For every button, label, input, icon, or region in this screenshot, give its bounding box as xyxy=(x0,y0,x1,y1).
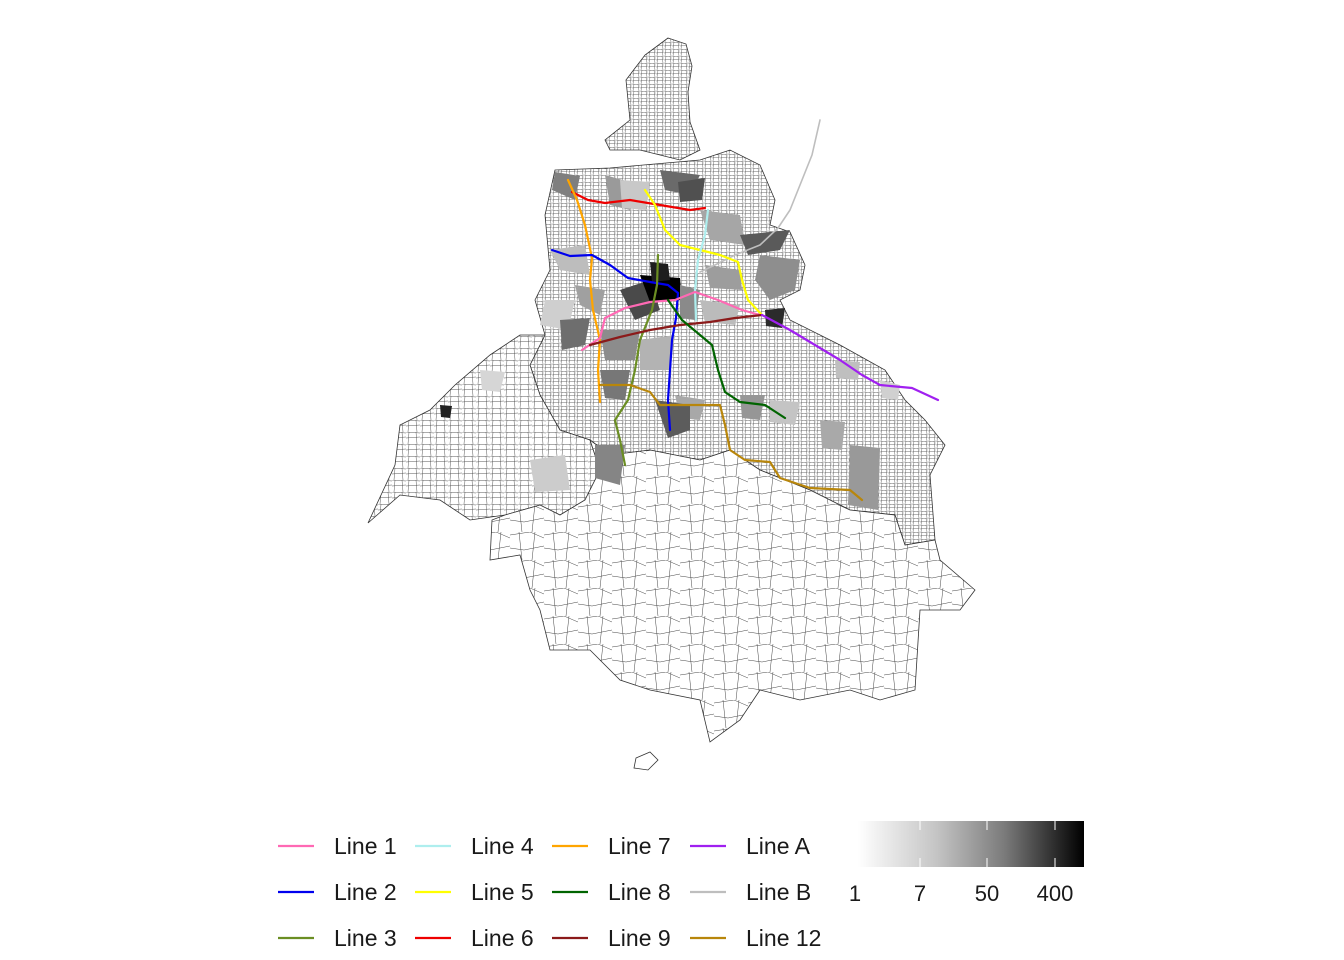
scale-label: 400 xyxy=(1037,881,1074,906)
metro-lines xyxy=(550,119,940,502)
scale-label: 50 xyxy=(975,881,999,906)
legend-item: Line 7 xyxy=(552,833,671,859)
legend-item: Line 8 xyxy=(552,879,671,905)
metro-line-a xyxy=(760,313,940,402)
metro-line-9 xyxy=(588,313,764,347)
legend-label: Line A xyxy=(746,833,811,859)
tract xyxy=(480,370,505,392)
tract xyxy=(765,308,785,328)
tract xyxy=(650,262,670,282)
tract xyxy=(740,395,765,420)
tract xyxy=(600,330,640,360)
metro-line-3 xyxy=(613,253,660,467)
color-scale: 1 7 50 400 xyxy=(849,821,1084,906)
tract xyxy=(655,400,690,438)
color-scale-bar xyxy=(858,821,1084,867)
tract xyxy=(560,318,590,350)
tract xyxy=(700,210,745,245)
tract xyxy=(755,255,800,300)
metro-line-1 xyxy=(580,290,762,352)
tract xyxy=(530,455,570,492)
legend-label: Line 1 xyxy=(334,833,397,859)
legend-item: Line 2 xyxy=(278,879,397,905)
legend-label: Line B xyxy=(746,879,811,905)
legend-item: Line B xyxy=(690,879,811,905)
tract xyxy=(770,400,800,425)
north-district xyxy=(604,37,701,161)
legend-lines: Line 1 Line 2 Line 3 Line 4 Line 5 Line 6 Line… xyxy=(278,833,821,951)
legend-label: Line 8 xyxy=(608,879,671,905)
tract xyxy=(640,335,675,370)
legend-item: Line 9 xyxy=(552,925,671,951)
metro-line-12 xyxy=(598,383,864,502)
color-scale-labels: 1 7 50 400 xyxy=(849,881,1073,906)
south-central-district xyxy=(489,438,976,743)
legend-item: Line 5 xyxy=(415,879,534,905)
legend-label: Line 12 xyxy=(746,925,821,951)
legend-item: Line A xyxy=(690,833,811,859)
tract xyxy=(678,178,705,202)
legend-item: Line 6 xyxy=(415,925,534,951)
tract xyxy=(595,445,625,485)
legend-label: Line 3 xyxy=(334,925,397,951)
metro-line-6 xyxy=(570,190,707,212)
legend-label: Line 6 xyxy=(471,925,534,951)
tract xyxy=(575,285,605,315)
tract xyxy=(440,405,452,418)
choropleth-tracts xyxy=(440,170,900,510)
metro-line-8 xyxy=(666,298,787,420)
legend-label: Line 7 xyxy=(608,833,671,859)
legend-label: Line 2 xyxy=(334,879,397,905)
scale-label: 7 xyxy=(914,881,926,906)
tract xyxy=(820,420,845,450)
tract xyxy=(835,360,860,380)
legend-item: Line 1 xyxy=(278,833,397,859)
metro-line-4 xyxy=(693,208,710,322)
tract xyxy=(705,265,742,290)
scale-label: 1 xyxy=(849,881,861,906)
legend-label: Line 9 xyxy=(608,925,671,951)
tract xyxy=(848,445,880,510)
tract xyxy=(620,180,650,210)
color-scale-ticks xyxy=(854,821,1056,867)
metro-line-b xyxy=(699,119,821,273)
legend-item: Line 12 xyxy=(690,925,821,951)
legend-item: Line 3 xyxy=(278,925,397,951)
metro-line-5 xyxy=(643,188,764,317)
legend-item: Line 4 xyxy=(415,833,534,859)
metro-line-7 xyxy=(566,178,602,404)
south-islet xyxy=(633,751,659,771)
legend-label: Line 5 xyxy=(471,879,534,905)
legend-label: Line 4 xyxy=(471,833,534,859)
tract xyxy=(880,380,900,400)
metro-line-2 xyxy=(550,248,680,432)
